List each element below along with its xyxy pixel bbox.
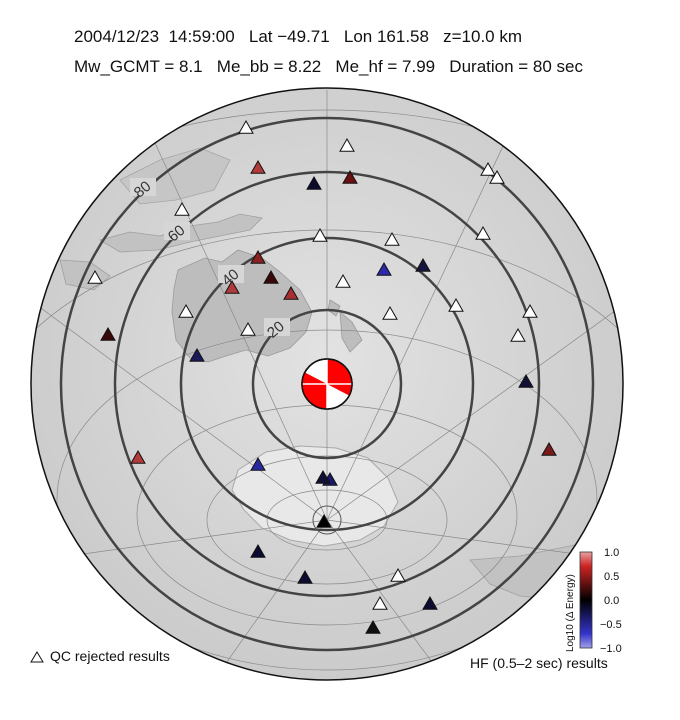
hf-station-marker (189, 347, 205, 362)
hf-station-marker (415, 257, 431, 272)
qc-rejected-station (480, 161, 496, 176)
qc-triangle-icon (30, 651, 44, 663)
ring-40 (179, 236, 475, 532)
hf-station-marker (422, 595, 438, 610)
qc-rejected-station (475, 225, 491, 240)
qc-rejected-station (174, 201, 190, 216)
qc-rejected-station (390, 567, 406, 582)
hf-station-marker (130, 449, 146, 464)
hf-station-marker (250, 456, 266, 471)
magnitude-info-line: Mw_GCMT = 8.1 Me_bb = 8.22 Me_hf = 7.99 … (74, 57, 584, 76)
hf-station-marker (365, 619, 381, 634)
qc-rejected-station (522, 303, 538, 318)
hf-station-marker (100, 326, 116, 341)
qc-rejected-station (240, 321, 256, 336)
qc-rejected-station (87, 269, 103, 284)
hf-station-marker (316, 513, 332, 528)
hf-station-marker (541, 441, 557, 456)
event-info-line: 2004/12/23 14:59:00 Lat −49.71 Lon 161.5… (74, 27, 523, 46)
ring-60 (113, 170, 541, 598)
distance-rings (59, 116, 595, 652)
ring-labels: 20 40 60 80 (130, 178, 290, 342)
ring-20 (251, 308, 403, 460)
hf-station-marker (263, 269, 279, 284)
globe-outline (30, 87, 624, 681)
qc-rejected-station (384, 231, 400, 246)
qc-rejected-station (335, 273, 351, 288)
qc-rejected-station (382, 305, 398, 320)
qc-rejected-station (372, 595, 388, 610)
hf-station-marker (306, 175, 322, 190)
hf-station-marker (250, 543, 266, 558)
hf-station-marker (297, 569, 313, 584)
qc-rejected-station (312, 227, 328, 242)
hf-station-marker (315, 469, 331, 484)
qc-rejected-station (178, 303, 194, 318)
hf-station-marker (224, 279, 240, 294)
pole-circle (312, 505, 342, 535)
graticule (31, 90, 623, 680)
qc-rejected-station (448, 297, 464, 312)
qc-rejected-station (510, 327, 526, 342)
hf-station-marker (250, 159, 266, 174)
qc-rejected-station (339, 137, 355, 152)
qc-rejected-station (238, 119, 254, 134)
hf-caption: HF (0.5–2 sec) results (470, 655, 608, 671)
qc-rejected-station (489, 169, 505, 184)
station-markers (87, 119, 557, 634)
qc-legend: QC rejected results (30, 648, 170, 664)
focal-mechanism-beachball (301, 358, 353, 410)
hf-station-marker (342, 169, 358, 184)
hf-station-marker (376, 261, 392, 276)
ring-80 (59, 116, 595, 652)
hf-station-marker (283, 285, 299, 300)
hf-station-marker (250, 249, 266, 264)
hf-station-marker (518, 373, 534, 388)
qc-legend-text: QC rejected results (50, 648, 170, 664)
